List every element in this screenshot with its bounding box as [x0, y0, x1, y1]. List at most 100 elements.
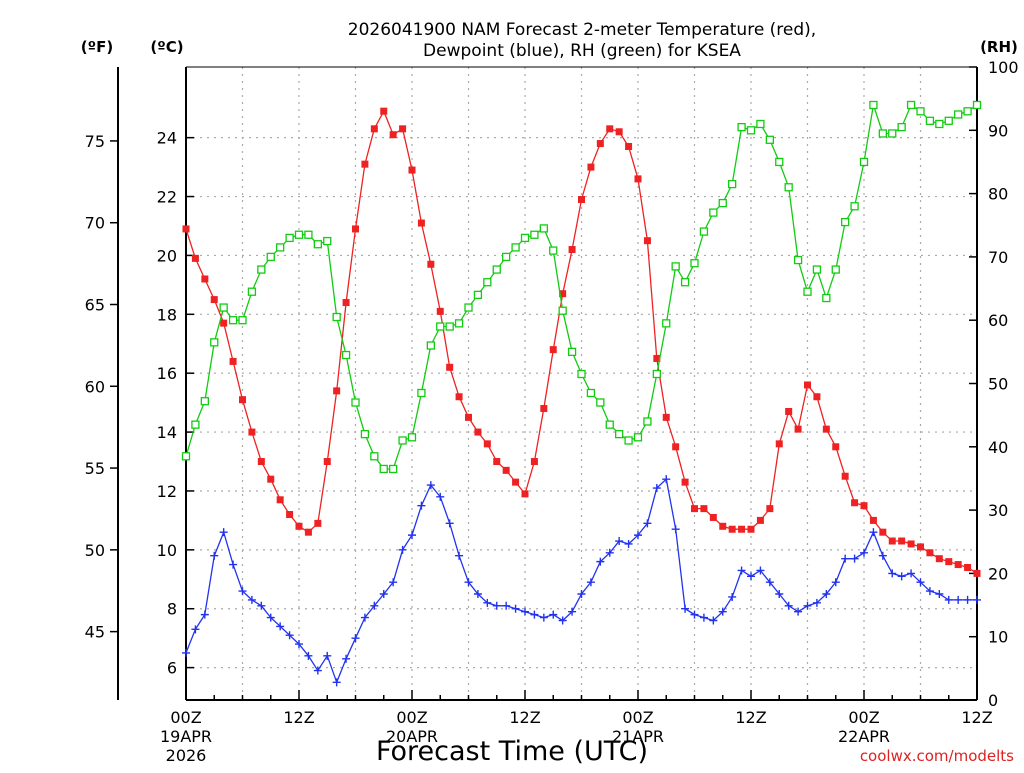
- rh-point: [775, 157, 784, 167]
- temperature-point: [474, 428, 482, 436]
- rh-point: [454, 319, 464, 328]
- dewpoint-point: [473, 590, 482, 599]
- temperature-point: [653, 354, 661, 362]
- chart-title-line2: Dewpoint (blue), RH (green) for KSEA: [423, 41, 741, 61]
- temperature-point: [907, 540, 915, 548]
- credit-text: coolwx.com/modelts: [860, 747, 1014, 765]
- temperature-point: [389, 131, 397, 139]
- dewpoint-point: [860, 548, 868, 557]
- rh-point: [191, 420, 200, 429]
- celsius-tick-label: 22: [157, 188, 177, 207]
- dewpoint-point: [681, 604, 690, 613]
- dewpoint-point: [210, 551, 219, 560]
- rh-point: [473, 290, 483, 300]
- dewpoint-point: [521, 607, 529, 616]
- dewpoint-point: [690, 610, 699, 619]
- rh-point: [398, 436, 407, 445]
- fahrenheit-unit-label: (ºF): [81, 38, 113, 56]
- temperature-point: [399, 125, 407, 133]
- temperature-point: [869, 516, 877, 524]
- dewpoint-point: [615, 537, 624, 546]
- rh-point: [502, 252, 511, 262]
- temperature-point: [201, 275, 209, 283]
- rh-point: [276, 243, 285, 252]
- temperature-point: [888, 537, 896, 545]
- fahrenheit-tick-label: 60: [85, 377, 105, 396]
- rh-point: [389, 464, 398, 474]
- rh-point: [718, 198, 727, 208]
- dewpoint-point: [229, 560, 238, 569]
- dewpoint-point: [408, 531, 416, 540]
- rh-point: [483, 278, 492, 287]
- rh-point: [643, 417, 652, 426]
- dewpoint-point: [709, 616, 718, 625]
- rh-point: [737, 122, 746, 132]
- dewpoint-point: [379, 590, 388, 599]
- dewpoint-point: [699, 613, 708, 622]
- dewpoint-point: [426, 481, 435, 490]
- temperature-point: [314, 519, 322, 527]
- temperature-point: [954, 561, 962, 569]
- rh-point: [652, 369, 661, 379]
- temperature-point: [775, 440, 783, 448]
- rh-point: [765, 135, 774, 144]
- temperature-point: [304, 528, 312, 536]
- rh-point: [709, 208, 718, 217]
- rh-tick-label: 0: [988, 691, 998, 710]
- rh-tick-label: 20: [988, 564, 1008, 583]
- temperature-point: [540, 405, 548, 413]
- temperature-point: [257, 458, 265, 466]
- x-tick-label: 00Z: [396, 708, 427, 727]
- dewpoint-point: [492, 601, 501, 610]
- dewpoint-point: [502, 601, 511, 610]
- rh-point: [370, 452, 379, 461]
- temperature-point: [276, 496, 284, 504]
- rh-tick-label: 10: [988, 628, 1008, 647]
- fahrenheit-tick-label: 75: [85, 132, 105, 151]
- dewpoint-point: [445, 519, 454, 528]
- rh-point: [822, 293, 831, 303]
- dewpoint-point: [643, 519, 652, 528]
- rh-point: [511, 243, 520, 252]
- rh-point: [935, 119, 944, 129]
- temperature-point: [700, 505, 708, 513]
- dewpoint-point: [257, 601, 266, 610]
- x-tick-label: 00Z: [622, 708, 653, 727]
- temperature-point: [879, 528, 887, 536]
- dewpoint-point: [812, 598, 821, 607]
- temperature-point: [832, 443, 840, 451]
- rh-point: [925, 116, 935, 125]
- rh-point: [859, 157, 869, 167]
- temperature-point: [662, 413, 670, 421]
- temperature-point: [860, 502, 868, 510]
- rh-point: [577, 369, 586, 379]
- rh-point: [266, 252, 275, 262]
- temperature-point: [220, 319, 228, 327]
- temperature-point: [267, 475, 275, 483]
- dewpoint-point: [869, 528, 878, 537]
- fahrenheit-tick-label: 70: [85, 214, 105, 233]
- rh-point: [954, 110, 963, 119]
- temperature-point: [530, 458, 538, 466]
- dewpoint-point: [266, 613, 275, 622]
- temperature-point: [851, 499, 859, 507]
- temperature-point: [455, 393, 463, 401]
- dewpoint-point: [285, 631, 294, 640]
- rh-point: [247, 287, 257, 296]
- temperature-point: [417, 219, 425, 227]
- temperature-point: [446, 363, 454, 371]
- data-series: [181, 100, 982, 687]
- rh-point: [520, 233, 530, 243]
- x-tick-label: 12Z: [735, 708, 766, 727]
- temperature-point: [926, 549, 934, 557]
- dewpoint-point: [191, 625, 200, 634]
- dewpoint-point: [850, 554, 859, 563]
- dewpoint-point: [332, 678, 341, 687]
- x-date-label: 22APR: [838, 727, 890, 746]
- rh-tick-label: 80: [988, 185, 1008, 204]
- temperature-point: [191, 254, 199, 262]
- fahrenheit-tick-label: 45: [85, 623, 105, 642]
- rh-tick-label: 90: [988, 121, 1008, 140]
